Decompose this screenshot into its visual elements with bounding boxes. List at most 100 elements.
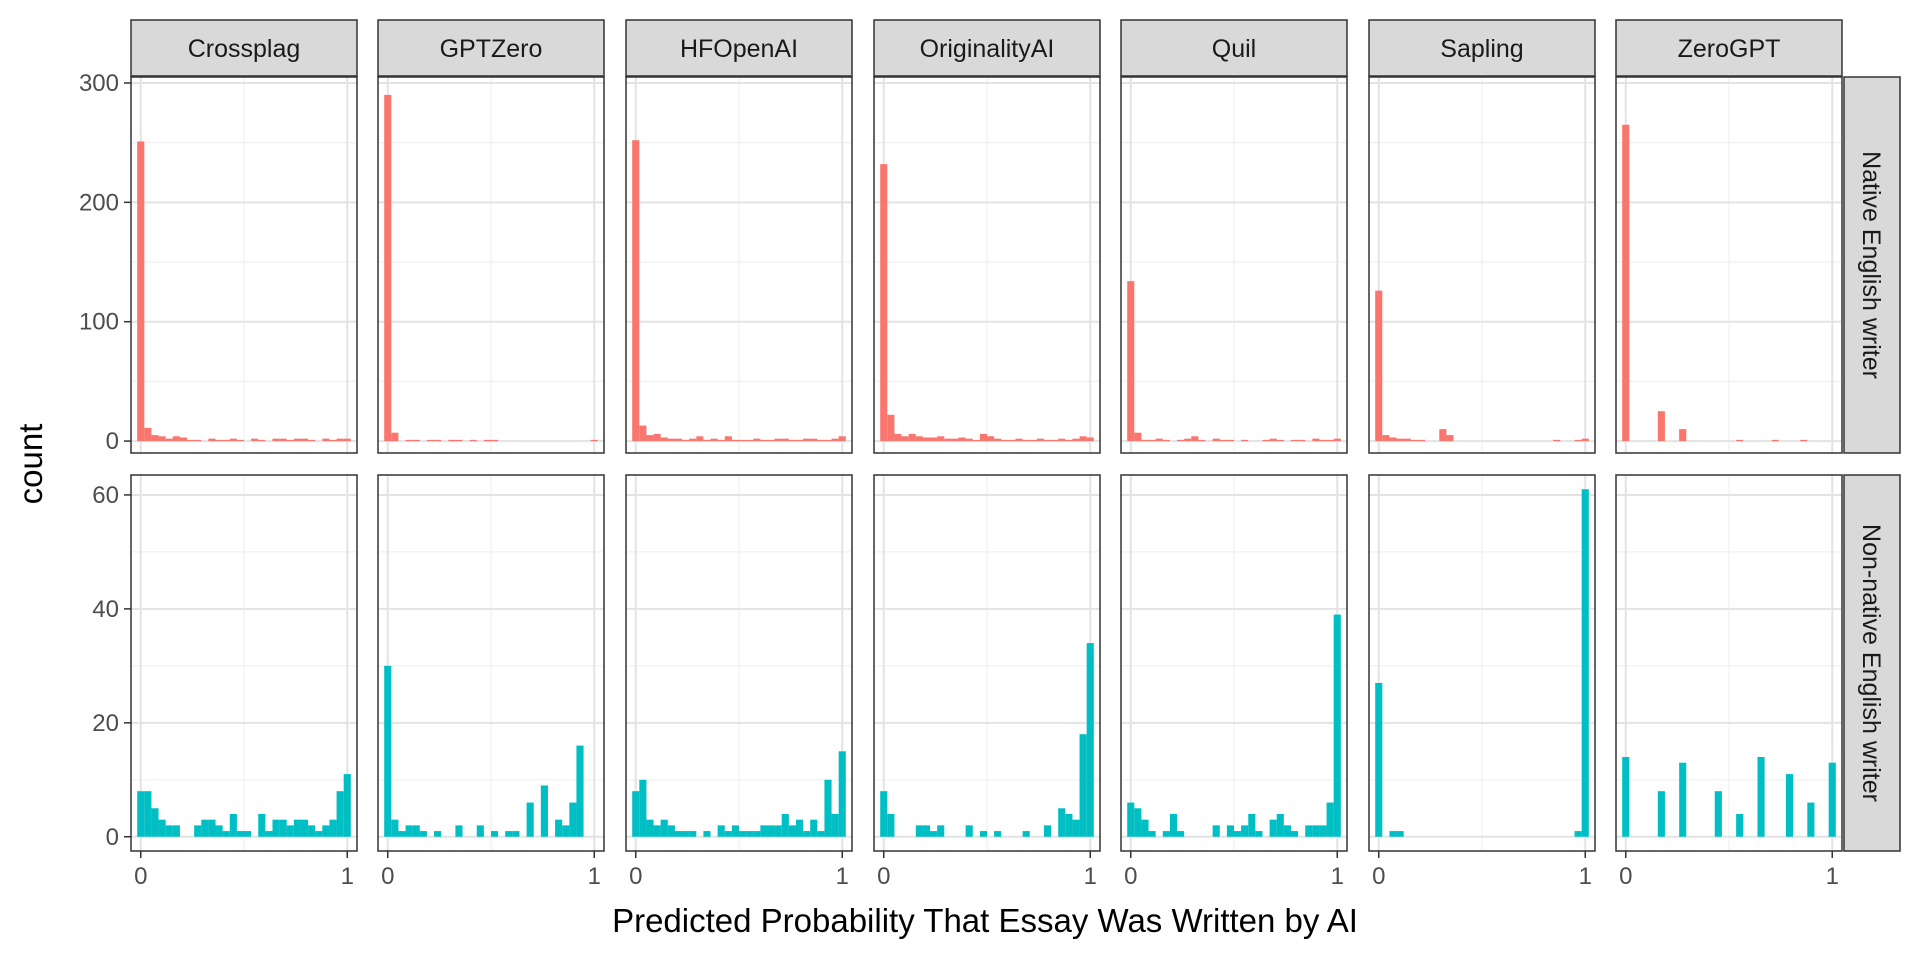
- histogram-bar: [562, 825, 570, 837]
- histogram-bar: [632, 140, 640, 442]
- histogram-bar: [1410, 439, 1418, 442]
- y-tick-label: 300: [79, 70, 119, 97]
- histogram-bar: [322, 438, 330, 442]
- histogram-bar: [682, 439, 690, 442]
- histogram-bar: [979, 831, 987, 837]
- histogram-bar: [1290, 439, 1299, 442]
- histogram-bar: [343, 774, 351, 837]
- facet-strip-label: ZeroGPT: [1678, 35, 1781, 63]
- histogram-bar: [491, 831, 499, 837]
- histogram-bar: [1191, 436, 1199, 442]
- facet-strip-label: OriginalityAI: [920, 35, 1055, 63]
- histogram-bar: [1036, 438, 1044, 442]
- histogram-bar: [1333, 438, 1341, 442]
- histogram-bar: [660, 819, 668, 837]
- histogram-bar: [1771, 439, 1779, 442]
- histogram-bar: [1283, 825, 1291, 837]
- histogram-bar: [937, 436, 945, 442]
- facet-strip-background: [377, 19, 605, 77]
- panel-border: [377, 474, 605, 852]
- histogram-bar: [172, 436, 180, 442]
- histogram-bar: [979, 433, 987, 442]
- panel-border: [873, 474, 1101, 852]
- histogram-bar: [165, 438, 173, 442]
- histogram-bar: [1177, 439, 1185, 442]
- histogram-bar: [1241, 825, 1249, 837]
- histogram-bar: [746, 439, 754, 442]
- histogram-bar: [674, 831, 683, 837]
- histogram-bar: [1184, 438, 1192, 442]
- histogram-bar: [703, 831, 711, 837]
- panel-gptzero-row-1: GPTZero: [377, 19, 605, 454]
- histogram-bar: [1757, 757, 1765, 837]
- histogram-bar: [674, 438, 683, 442]
- histogram-bar: [831, 438, 839, 442]
- histogram-bar: [1065, 813, 1073, 837]
- histogram-bar: [724, 831, 732, 837]
- histogram-bar: [831, 813, 839, 837]
- histogram-bar: [391, 819, 399, 837]
- histogram-bar: [1375, 682, 1383, 837]
- histogram-bar: [994, 831, 1002, 837]
- x-tick-label: 0: [629, 863, 642, 890]
- histogram-bar: [1219, 439, 1227, 442]
- panel-quil-row-1: Quil: [1120, 19, 1348, 454]
- histogram-bar: [1015, 438, 1023, 442]
- histogram-bar: [817, 831, 825, 837]
- histogram-bar: [483, 439, 491, 442]
- histogram-bar: [739, 439, 747, 442]
- histogram-bar: [236, 831, 244, 837]
- y-axis-title: count: [12, 424, 49, 505]
- histogram-bar: [251, 438, 259, 442]
- histogram-bar: [824, 439, 832, 442]
- histogram-bar: [1043, 825, 1052, 837]
- histogram-bar: [343, 438, 351, 442]
- histogram-bar: [405, 439, 413, 442]
- histogram-bar: [426, 439, 435, 442]
- x-tick-label: 0: [1619, 863, 1632, 890]
- histogram-bar: [760, 439, 768, 442]
- histogram-bar: [1312, 825, 1320, 837]
- histogram-bar: [405, 825, 413, 837]
- histogram-bar: [215, 825, 223, 837]
- histogram-bar: [272, 819, 280, 837]
- histogram-bar: [398, 831, 406, 837]
- histogram-bar: [300, 819, 309, 837]
- histogram-bar: [810, 438, 818, 442]
- histogram-bar: [703, 439, 711, 442]
- row-strip-label: Native English writer: [1857, 151, 1885, 379]
- histogram-bar: [838, 751, 846, 837]
- histogram-bar: [646, 819, 654, 837]
- histogram-bar: [1553, 439, 1561, 442]
- histogram-bar: [1198, 439, 1206, 442]
- histogram-bar: [1248, 813, 1256, 837]
- histogram-bar: [201, 819, 209, 837]
- panel-border: [130, 76, 358, 454]
- histogram-bar: [308, 825, 316, 837]
- row-strip-2: Non-native English writer: [1843, 474, 1901, 852]
- histogram-bar: [505, 831, 513, 837]
- x-tick-label: 1: [1826, 863, 1839, 890]
- histogram-bar: [795, 439, 804, 442]
- histogram-bar: [1736, 439, 1744, 442]
- histogram-bar: [739, 831, 747, 837]
- histogram-bar: [1319, 825, 1327, 837]
- histogram-bar: [137, 141, 145, 442]
- x-tick-label: 1: [1331, 863, 1344, 890]
- histogram-bar: [1022, 439, 1030, 442]
- histogram-bar: [1226, 825, 1234, 837]
- histogram-bar: [1022, 831, 1030, 837]
- histogram-bar: [1127, 281, 1135, 442]
- histogram-bar: [987, 436, 995, 442]
- histogram-bar: [1029, 439, 1037, 442]
- histogram-bar: [1072, 438, 1080, 442]
- facet-strip-background: [130, 19, 358, 77]
- histogram-bar: [1581, 489, 1589, 837]
- histogram-bar: [1574, 831, 1582, 837]
- panel-border: [625, 76, 853, 454]
- facet-strip-background: [1615, 19, 1843, 77]
